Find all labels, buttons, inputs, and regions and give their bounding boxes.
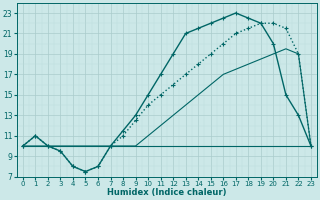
X-axis label: Humidex (Indice chaleur): Humidex (Indice chaleur) — [107, 188, 227, 197]
